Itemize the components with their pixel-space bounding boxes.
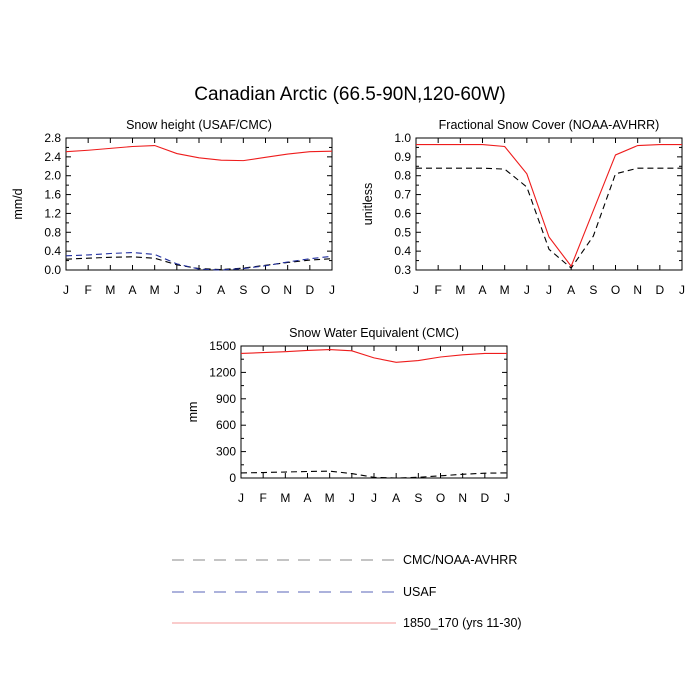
y-tick-label: 0.4 <box>394 244 411 258</box>
snow-height-panel: Snow height (USAF/CMC) 0.0 0.4 0.8 1.2 1.6 2.0… <box>11 118 335 297</box>
x-tick-label: O <box>611 283 620 297</box>
y-tick-label: 0.5 <box>394 225 411 239</box>
y-tick-label: 0.8 <box>394 169 411 183</box>
y-tick-label: 600 <box>216 418 236 432</box>
y-tick-label: 0.0 <box>44 263 61 277</box>
x-tick-label: J <box>546 283 552 297</box>
y-axis-label: mm/d <box>11 188 25 219</box>
y-tick-label: 1200 <box>209 365 236 379</box>
x-tick-label: J <box>174 283 180 297</box>
x-tick-label: D <box>305 283 314 297</box>
panel-title: Snow height (USAF/CMC) <box>126 118 272 132</box>
x-tick-label: A <box>217 283 225 297</box>
x-tick-label: F <box>434 283 441 297</box>
x-tick-label: F <box>84 283 91 297</box>
legend: CMC/NOAA-AVHRR USAF 1850_170 (yrs 11-30) <box>172 553 522 630</box>
y-tick-label: 0 <box>229 471 236 485</box>
figure-title: Canadian Arctic (66.5-90N,120-60W) <box>194 84 506 105</box>
y-tick-label: 0.4 <box>44 244 61 258</box>
x-tick-label: J <box>196 283 202 297</box>
y-axis-label: unitless <box>361 183 375 225</box>
y-tick-label: 0.6 <box>394 206 411 220</box>
x-tick-label: A <box>128 283 136 297</box>
x-tick-label: A <box>303 491 311 505</box>
series-line-model <box>240 348 507 363</box>
snow-cover-panel: Fractional Snow Cover (NOAA-AVHRR) 0.3 0.4… <box>361 118 685 297</box>
x-tick-label: S <box>589 283 597 297</box>
x-tick-label: M <box>105 283 115 297</box>
legend-label-cmc_noaa: CMC/NOAA-AVHRR <box>403 553 517 567</box>
x-tick-label: D <box>480 491 489 505</box>
x-tick-label: A <box>567 283 575 297</box>
y-tick-label: 900 <box>216 392 236 406</box>
x-tick-label: J <box>679 283 685 297</box>
x-tick-label: M <box>325 491 335 505</box>
x-tick-label: M <box>280 491 290 505</box>
x-tick-label: J <box>524 283 530 297</box>
swe-panel: Snow Water Equivalent (CMC) 0 300 600 900 120… <box>186 326 510 505</box>
series-line-model <box>65 144 333 162</box>
x-tick-label: S <box>414 491 422 505</box>
y-tick-label: 300 <box>216 445 236 459</box>
y-tick-label: 1.2 <box>44 206 61 220</box>
x-tick-label: S <box>239 283 247 297</box>
x-tick-label: N <box>458 491 467 505</box>
x-tick-label: O <box>436 491 445 505</box>
x-tick-label: J <box>329 283 335 297</box>
x-tick-label: A <box>392 491 400 505</box>
y-tick-label: 0.8 <box>44 225 61 239</box>
series-line-usaf <box>65 252 333 271</box>
x-tick-label: F <box>259 491 266 505</box>
x-tick-label: J <box>63 283 69 297</box>
x-tick-label: N <box>283 283 292 297</box>
y-tick-label: 1.0 <box>394 131 411 145</box>
plot-frame <box>415 137 683 271</box>
y-tick-label: 0.3 <box>394 263 411 277</box>
y-tick-label: 0.9 <box>394 150 411 164</box>
x-tick-label: M <box>455 283 465 297</box>
panel-title: Snow Water Equivalent (CMC) <box>289 326 459 340</box>
y-tick-label: 2.4 <box>44 150 61 164</box>
x-tick-label: N <box>633 283 642 297</box>
series-line-model <box>416 144 682 268</box>
x-tick-label: J <box>349 491 355 505</box>
y-tick-label: 2.8 <box>44 131 61 145</box>
x-tick-label: O <box>261 283 270 297</box>
x-tick-label: M <box>150 283 160 297</box>
y-tick-label: 2.0 <box>44 169 61 183</box>
y-axis-label: mm <box>186 402 200 423</box>
x-tick-label: J <box>371 491 377 505</box>
y-tick-label: 1500 <box>209 339 236 353</box>
legend-label-usaf: USAF <box>403 585 437 599</box>
plot-frame <box>240 345 508 479</box>
x-tick-label: A <box>478 283 486 297</box>
x-tick-label: D <box>655 283 664 297</box>
y-tick-label: 1.6 <box>44 188 61 202</box>
x-tick-label: J <box>238 491 244 505</box>
x-tick-label: J <box>504 491 510 505</box>
x-tick-label: M <box>500 283 510 297</box>
y-tick-label: 0.7 <box>394 188 411 202</box>
legend-label-model: 1850_170 (yrs 11-30) <box>403 616 522 630</box>
series-line-cmc_noaa <box>240 470 508 479</box>
panel-title: Fractional Snow Cover (NOAA-AVHRR) <box>439 118 660 132</box>
x-tick-label: J <box>413 283 419 297</box>
series-line-cmc_noaa <box>416 167 682 269</box>
